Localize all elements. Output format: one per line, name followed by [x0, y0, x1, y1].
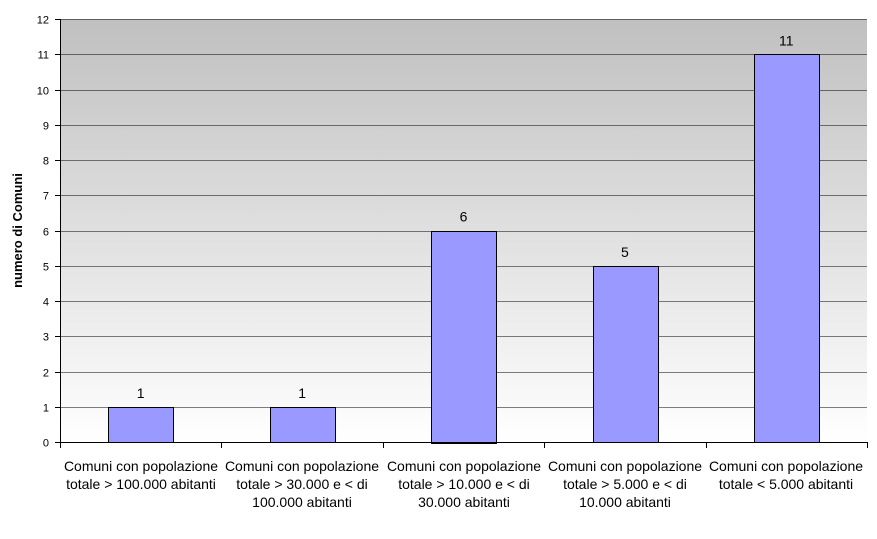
- data-label: 1: [298, 385, 306, 401]
- y-tick-label: 8: [43, 156, 49, 168]
- bar: [270, 407, 336, 443]
- bar: [754, 54, 820, 443]
- bar: [431, 231, 497, 444]
- x-category-label: Comuni con popolazione totale < 5.000 ab…: [708, 458, 864, 492]
- x-category-label: Comuni con popolazione totale > 5.000 e …: [547, 458, 703, 510]
- y-tick-label: 5: [43, 262, 49, 274]
- y-tick-label: 1: [43, 403, 49, 415]
- x-category-label: Comuni con popolazione totale > 30.000 e…: [224, 458, 380, 510]
- data-label: 5: [621, 244, 629, 260]
- y-tick-label: 10: [37, 86, 49, 98]
- y-tick-label: 12: [37, 15, 49, 27]
- y-tick-label: 4: [43, 297, 49, 309]
- y-axis-title: numero di Comuni: [10, 173, 25, 288]
- bar: [108, 407, 174, 443]
- x-category-label: Comuni con popolazione totale > 10.000 e…: [386, 458, 542, 510]
- y-tick-label: 9: [43, 121, 49, 133]
- y-tick-label: 2: [43, 368, 49, 380]
- data-label: 1: [137, 385, 145, 401]
- y-tick-label: 6: [43, 227, 49, 239]
- data-label: 6: [460, 209, 468, 225]
- y-tick-label: 0: [43, 438, 49, 450]
- bar: [593, 266, 659, 443]
- axes: [55, 19, 868, 448]
- y-tick-label: 3: [43, 332, 49, 344]
- y-tick-label: 11: [38, 50, 49, 62]
- data-label: 11: [779, 32, 794, 48]
- bars: [108, 54, 820, 444]
- x-category-label: Comuni con popolazione totale > 100.000 …: [63, 458, 219, 492]
- y-tick-label: 7: [43, 191, 49, 203]
